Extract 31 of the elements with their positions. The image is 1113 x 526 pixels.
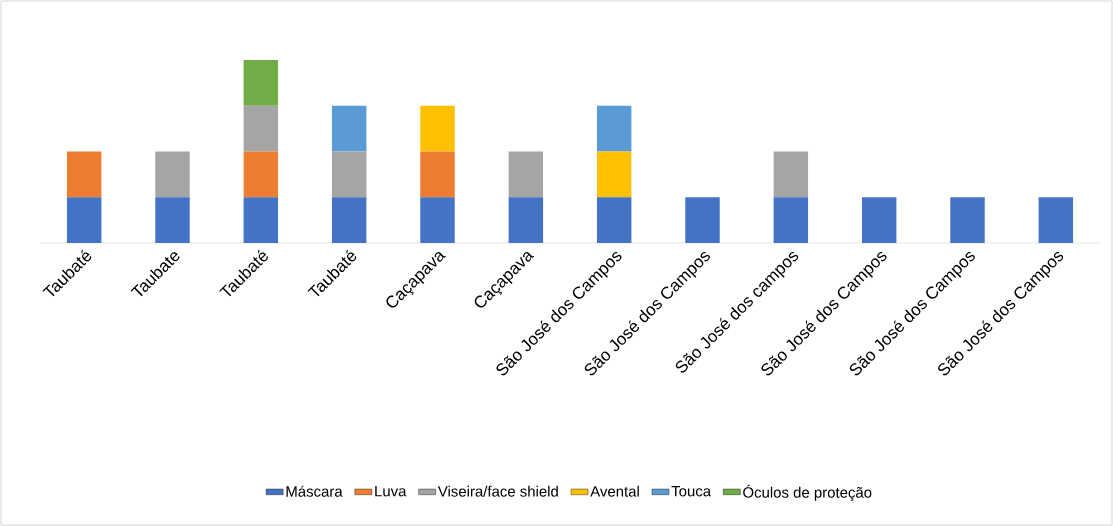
bar [596,105,632,152]
legend-label: Óculos de proteção [743,484,872,501]
bar [773,197,809,243]
bar [243,60,279,106]
legend-label: Máscara [286,485,343,497]
bar [508,151,544,198]
bar [685,197,720,243]
bar [773,151,809,198]
bar [596,197,632,243]
bar [596,151,632,198]
legend-label: Touca [671,485,712,497]
bar [1038,197,1074,243]
bar [420,151,455,198]
bar [243,151,279,198]
bar [331,151,367,198]
legend-label: Avental [590,485,639,497]
bar [420,197,455,243]
bar [420,105,455,152]
bar [66,151,102,198]
bar [243,197,279,243]
bar [66,197,102,243]
bar [950,197,985,243]
bar [508,197,544,243]
bar [155,151,190,198]
bar [331,105,367,152]
legend-label: Luva [375,485,407,497]
bar [331,197,367,243]
bar [155,197,190,243]
bar [861,197,897,243]
bar [243,105,279,152]
legend-label: Viseira/face shield [437,485,558,497]
